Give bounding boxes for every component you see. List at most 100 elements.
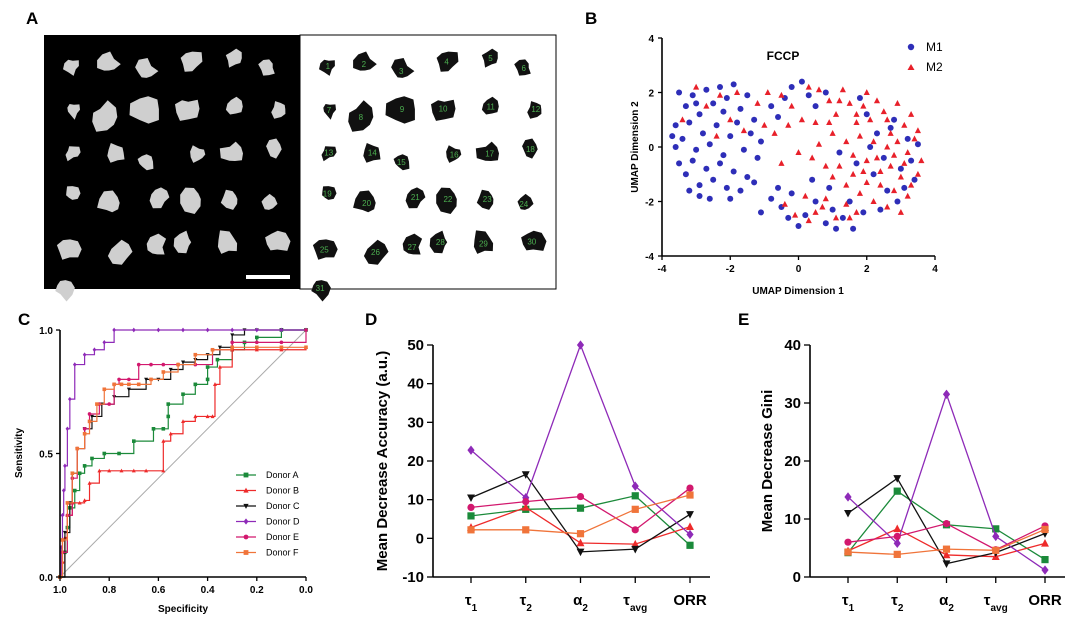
umap-point-m2	[850, 170, 857, 177]
mdg-x-tick-label: τavg	[984, 592, 1008, 614]
mda-marker-donor-a	[467, 512, 475, 520]
umap-point-m2	[877, 168, 884, 175]
cell-number-label: 28	[436, 238, 445, 247]
roc-marker-donor-a	[181, 392, 185, 397]
raw-cell	[173, 230, 192, 254]
umap-point-m2	[733, 89, 741, 96]
umap-point-m2	[809, 154, 816, 161]
umap-point-m2	[815, 86, 823, 93]
roc-marker-donor-f	[127, 382, 131, 387]
raw-cell	[220, 189, 238, 210]
umap-x-tick-label: 4	[932, 264, 938, 275]
umap-point-m2	[863, 89, 870, 96]
roc-legend-marker-donor-b	[243, 487, 249, 493]
umap-point-m1	[682, 171, 689, 178]
umap-point-m1	[730, 168, 737, 175]
cell-number-label: 22	[443, 195, 452, 204]
mda-x-tick-label: ORR	[673, 592, 707, 609]
mask-cell	[391, 58, 415, 78]
mask-cell	[514, 59, 531, 76]
mdg-marker-donor-f	[1041, 525, 1049, 534]
roc-marker-donor-f	[102, 387, 107, 392]
umap-y-tick-label: -4	[645, 252, 654, 263]
roc-line-donor-b	[60, 347, 307, 578]
mda-x-tick-label: α2	[573, 592, 588, 614]
mask-cell	[481, 96, 499, 115]
roc-legend-label-donor-a: Donor A	[266, 470, 299, 480]
mdg-x-tick-label: τ2	[891, 592, 904, 614]
umap-point-m1	[757, 138, 764, 145]
cell-number-label: 29	[479, 239, 488, 248]
mda-y-tick-label: 50	[407, 337, 424, 354]
umap-point-m1	[734, 119, 741, 126]
mda-y-tick-label: 0	[416, 530, 424, 547]
mdg-marker-donor-b	[893, 524, 902, 533]
raw-cell	[107, 143, 125, 163]
roc-marker-donor-f	[255, 345, 259, 350]
mda-marker-donor-f	[467, 526, 475, 534]
umap-point-m2	[832, 214, 840, 221]
umap-point-m1	[737, 105, 744, 112]
umap-y-tick-label: -2	[645, 198, 654, 209]
raw-cell	[137, 154, 154, 171]
umap-point-m2	[884, 203, 891, 210]
mask-cell	[473, 230, 494, 254]
umap-x-tick-label: 0	[796, 264, 802, 275]
mask-cell	[517, 193, 534, 210]
roc-line-donor-f	[60, 346, 306, 578]
umap-point-m1	[904, 135, 911, 142]
umap-point-m2	[887, 162, 894, 169]
roc-marker-donor-f	[60, 538, 65, 542]
cell-number-label: 13	[324, 148, 333, 157]
umap-point-m1	[730, 81, 737, 88]
cell-number-label: 15	[397, 158, 406, 167]
roc-x-label: Specificity	[158, 604, 208, 615]
umap-point-m1	[699, 130, 706, 137]
umap-point-m1	[826, 184, 833, 191]
umap-point-m1	[833, 225, 840, 232]
umap-point-m2	[829, 130, 836, 136]
umap-point-m2	[884, 143, 891, 150]
umap-point-m2	[870, 138, 877, 145]
roc-marker-donor-f	[149, 377, 153, 382]
roc-marker-donor-a	[161, 427, 166, 431]
cell-number-label: 9	[400, 105, 405, 114]
mdg-marker-donor-f	[893, 550, 901, 558]
roc-marker-donor-c	[144, 377, 149, 382]
umap-point-m2	[713, 132, 720, 139]
roc-marker-donor-a	[205, 365, 210, 369]
umap-point-m2	[812, 209, 819, 215]
umap-point-m1	[914, 141, 921, 148]
umap-point-m1	[689, 157, 696, 164]
raw-cell	[190, 145, 206, 163]
mda-marker-donor-d	[576, 340, 585, 350]
umap-point-m2	[904, 192, 911, 199]
roc-marker-donor-d	[205, 327, 210, 333]
roc-marker-donor-e	[136, 362, 141, 367]
raw-cell	[129, 96, 159, 124]
raw-cell	[219, 141, 243, 161]
roc-marker-donor-d	[255, 327, 259, 333]
roc-marker-donor-a	[132, 439, 136, 443]
umap-point-m2	[908, 110, 915, 117]
umap-point-m2	[890, 151, 898, 158]
umap-point-m1	[822, 220, 829, 227]
mda-y-label: Mean Decrease Accuracy (a.u.)	[374, 351, 391, 571]
roc-marker-donor-a	[102, 451, 107, 456]
raw-cell	[63, 59, 79, 76]
mda-y-tick-label: 10	[407, 492, 424, 509]
raw-cell-blobs	[55, 48, 291, 302]
cell-number-label: 10	[439, 105, 448, 114]
cell-number-label: 11	[487, 102, 496, 111]
umap-point-m2	[867, 116, 874, 123]
raw-cell	[266, 138, 282, 159]
mdg-marker-donor-d	[893, 538, 901, 549]
mdg-marker-donor-e	[844, 538, 852, 546]
roc-marker-donor-b	[131, 468, 136, 473]
roc-marker-donor-f	[136, 382, 141, 387]
roc-x-tick-label: 0.6	[151, 585, 165, 596]
raw-cell	[175, 99, 200, 121]
roc-marker-donor-d	[68, 396, 72, 402]
umap-point-m2	[679, 116, 686, 123]
